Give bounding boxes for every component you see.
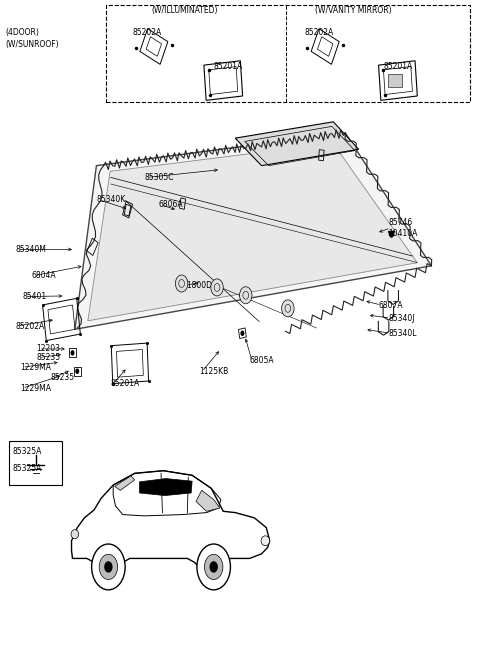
Text: 85202A: 85202A	[132, 28, 162, 37]
Circle shape	[71, 350, 74, 356]
Circle shape	[99, 554, 118, 579]
Text: 6807A: 6807A	[379, 300, 403, 310]
Text: 1125KB: 1125KB	[199, 367, 228, 377]
Text: 85340J: 85340J	[388, 314, 415, 323]
Text: 12203: 12203	[36, 344, 60, 354]
Text: 85325A: 85325A	[12, 447, 42, 456]
Bar	[388, 74, 402, 87]
Text: (W/VANITY MIRROR): (W/VANITY MIRROR)	[315, 6, 392, 15]
Text: 85746
10410A: 85746 10410A	[388, 218, 418, 238]
Circle shape	[104, 561, 113, 573]
Circle shape	[204, 554, 223, 579]
Text: (W/ILLUMINATED): (W/ILLUMINATED)	[152, 6, 218, 15]
Text: 6805A: 6805A	[250, 356, 274, 365]
Polygon shape	[140, 479, 192, 495]
Text: 85401: 85401	[22, 292, 47, 301]
Text: (4DOOR)
(W/SUNROOF): (4DOOR) (W/SUNROOF)	[5, 28, 59, 49]
Text: 85325A: 85325A	[12, 464, 42, 472]
Text: 6806A: 6806A	[158, 201, 183, 209]
Text: 85202A: 85202A	[15, 321, 44, 331]
Polygon shape	[196, 490, 220, 511]
Circle shape	[92, 544, 125, 590]
Text: 85340L: 85340L	[388, 329, 417, 338]
Text: 85305C: 85305C	[144, 173, 174, 182]
Text: 85201A: 85201A	[384, 62, 413, 71]
Polygon shape	[72, 471, 270, 573]
Circle shape	[197, 544, 230, 590]
Text: 85340M: 85340M	[15, 245, 46, 254]
Polygon shape	[235, 122, 359, 166]
Bar	[106, 5, 470, 102]
Bar	[9, 441, 62, 485]
Text: 85235: 85235	[51, 373, 75, 382]
Circle shape	[211, 279, 223, 296]
Circle shape	[240, 287, 252, 304]
Text: 91800D: 91800D	[182, 281, 213, 290]
Polygon shape	[88, 143, 417, 321]
Circle shape	[282, 300, 294, 317]
Circle shape	[240, 331, 244, 336]
Circle shape	[175, 275, 188, 292]
Text: 85340K: 85340K	[96, 195, 126, 204]
Text: 1229MA: 1229MA	[20, 384, 51, 393]
Polygon shape	[75, 133, 432, 329]
Ellipse shape	[71, 529, 79, 539]
Polygon shape	[115, 476, 135, 490]
Text: 6804A: 6804A	[32, 271, 57, 280]
Text: 1229MA: 1229MA	[20, 363, 51, 372]
Ellipse shape	[261, 536, 270, 546]
Text: 85235: 85235	[36, 353, 60, 362]
Circle shape	[209, 561, 218, 573]
Text: 85201A: 85201A	[214, 62, 243, 71]
Circle shape	[75, 369, 79, 374]
Text: 85201A: 85201A	[111, 379, 140, 388]
Text: 85202A: 85202A	[305, 28, 334, 37]
